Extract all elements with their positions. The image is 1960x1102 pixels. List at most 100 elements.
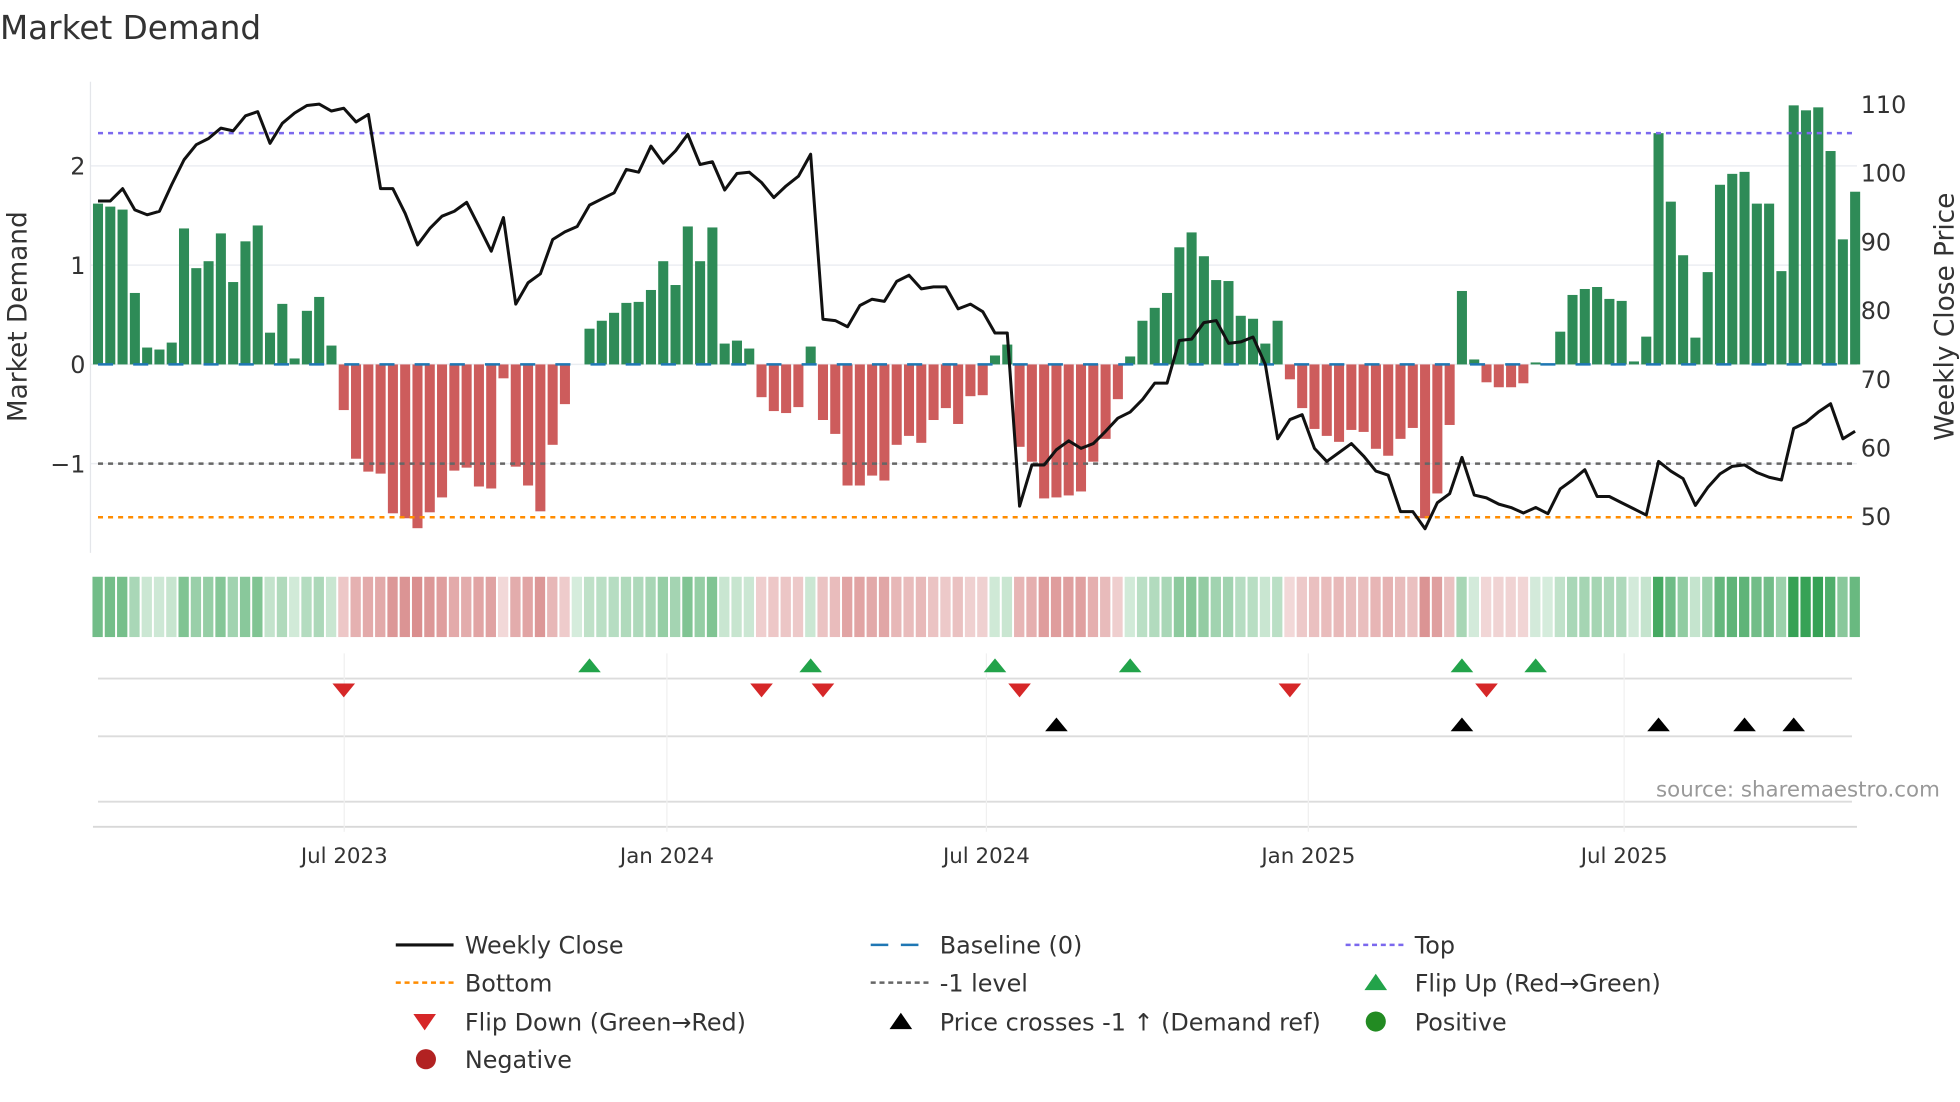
demand-bar	[879, 364, 890, 481]
demand-bar	[1751, 203, 1762, 365]
flip-down-marker	[811, 683, 835, 698]
demand-strip-cell	[854, 576, 865, 638]
demand-bar	[547, 364, 558, 445]
demand-bar	[215, 233, 226, 365]
legend: Weekly Close Baseline (0) Top Bottom -1 leve…	[395, 932, 1661, 1074]
y2-tick-label: 60	[1861, 435, 1891, 463]
demand-strip-cell	[1333, 576, 1344, 638]
demand-bar	[670, 285, 681, 365]
demand-bar	[1653, 133, 1664, 365]
demand-strip-cell	[129, 576, 140, 638]
demand-bar	[1370, 364, 1381, 449]
demand-strip-cell	[375, 576, 386, 638]
demand-bar	[596, 320, 607, 365]
demand-strip-cell	[842, 576, 853, 638]
demand-strip-cell	[669, 576, 681, 638]
demand-bar	[1235, 315, 1246, 365]
legend-label: Top	[1414, 932, 1455, 960]
demand-strip-cell	[1566, 576, 1578, 638]
demand-strip-cell	[633, 576, 644, 638]
demand-bar	[1579, 288, 1590, 365]
demand-bar	[387, 364, 398, 514]
demand-strip-cell	[583, 576, 595, 638]
demand-bar	[891, 364, 902, 445]
demand-bar	[1469, 359, 1480, 365]
demand-bar	[1493, 364, 1504, 388]
demand-strip-cell	[153, 576, 165, 638]
demand-bar	[203, 261, 214, 365]
y-axis-label: Market Demand	[3, 211, 33, 422]
y2-tick-label: 50	[1861, 503, 1891, 531]
flip-up-marker	[578, 658, 601, 673]
demand-bar	[916, 364, 927, 443]
demand-bar	[1383, 364, 1394, 456]
demand-strip-cell	[350, 576, 361, 638]
demand-bar	[559, 364, 570, 405]
demand-strip-cell	[497, 576, 509, 638]
demand-strip-cell	[1210, 576, 1221, 638]
demand-strip-cell	[596, 576, 607, 638]
demand-strip-cell	[338, 576, 349, 638]
demand-bar	[1567, 294, 1578, 365]
demand-strip-cell	[1100, 576, 1111, 638]
demand-strip-cell	[1431, 576, 1443, 638]
demand-strip-cell	[239, 576, 251, 638]
demand-strip-cell	[571, 576, 582, 638]
demand-strip-cell	[1112, 576, 1123, 638]
y-tick-label: 1	[70, 252, 85, 280]
demand-strip-cell	[1186, 576, 1197, 638]
demand-strip-cell	[1259, 576, 1271, 638]
demand-bar	[645, 289, 656, 365]
demand-strip-cell	[768, 576, 779, 638]
demand-strip-cell	[104, 576, 116, 638]
demand-bar	[1702, 272, 1713, 365]
demand-strip-cell	[1800, 576, 1811, 638]
demand-bar	[1592, 287, 1603, 365]
price-cross-marker	[1045, 717, 1068, 732]
demand-strip-cell	[1493, 576, 1504, 638]
y2-tick-label: 110	[1861, 91, 1907, 119]
demand-strip-cell	[1050, 576, 1062, 638]
demand-strip-cell	[1665, 576, 1676, 638]
demand-strip-cell	[1394, 576, 1406, 638]
demand-bar	[191, 268, 202, 365]
demand-bar	[498, 364, 509, 379]
demand-bar	[461, 364, 472, 468]
demand-strip-cell	[1419, 576, 1430, 638]
demand-bar	[1260, 343, 1271, 365]
demand-bar	[1850, 191, 1861, 365]
demand-bar	[1641, 336, 1652, 365]
demand-bar	[1407, 364, 1418, 428]
demand-bar	[1555, 331, 1566, 365]
demand-bar	[412, 364, 423, 529]
demand-strip-cell	[1751, 576, 1762, 638]
demand-bar	[105, 206, 116, 365]
chart-title: Market Demand	[0, 9, 261, 47]
flip-up-marker	[983, 658, 1007, 673]
demand-bar	[1125, 356, 1136, 365]
demand-bar	[1690, 337, 1701, 365]
demand-strip-cell	[682, 576, 693, 638]
demand-bar	[633, 301, 644, 365]
demand-bar	[92, 203, 104, 365]
demand-strip-cell	[1542, 576, 1553, 638]
legend-label: Baseline (0)	[940, 932, 1083, 960]
demand-strip-cell	[227, 576, 238, 638]
demand-bar	[682, 226, 693, 365]
y2-tick-label: 70	[1861, 366, 1891, 394]
demand-strip-cell	[1812, 576, 1824, 638]
demand-strip-cell	[1235, 576, 1246, 638]
flip-down-marker	[1008, 683, 1031, 698]
flip-up-marker	[799, 658, 822, 673]
demand-strip-cell	[1063, 576, 1074, 638]
legend-negative-dot	[415, 1049, 436, 1070]
demand-strip-cell	[608, 576, 619, 638]
y-tick-label: 0	[70, 351, 85, 379]
demand-strip-cell	[1554, 576, 1566, 638]
demand-strip-cell	[1603, 576, 1615, 638]
demand-strip-cell	[780, 576, 791, 638]
demand-bar	[1764, 203, 1775, 365]
demand-strip-cell	[1358, 576, 1369, 638]
demand-bar	[363, 364, 374, 472]
